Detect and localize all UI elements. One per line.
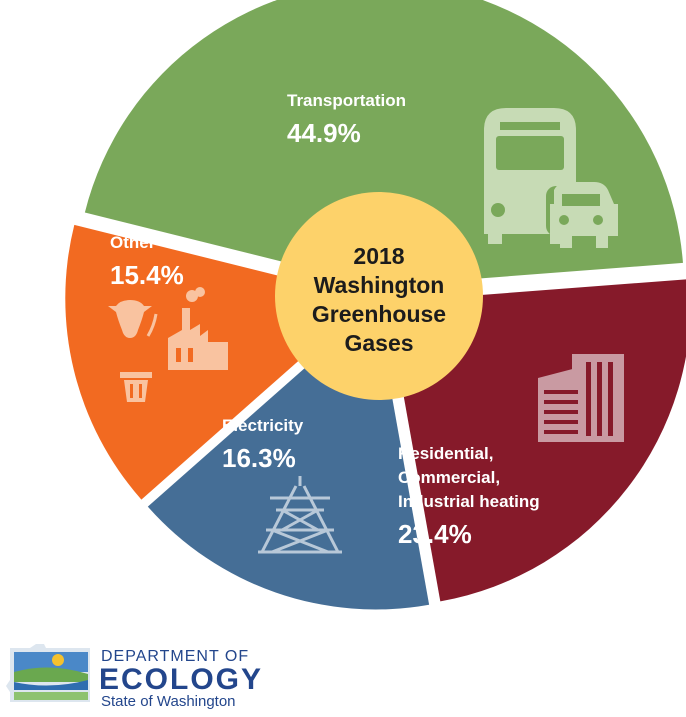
ecology-logo: DEPARTMENT OF ECOLOGY State of Washingto… — [6, 644, 263, 710]
slice-label: Other — [110, 233, 156, 252]
transmission-tower-icon — [258, 476, 342, 554]
slice-label: Transportation — [287, 91, 406, 110]
center-title-line-4: Gases — [344, 330, 413, 356]
center-title: 2018 Washington Greenhouse Gases — [312, 243, 446, 356]
labels-layer: Transportation 44.9% Residential, Commercia… — [110, 91, 540, 549]
slice-value-label: 16.3% — [222, 443, 296, 473]
bus-car-icon — [484, 108, 618, 248]
slice-label: Commercial, — [398, 468, 500, 487]
logo-state-of-washington: State of Washington — [101, 693, 236, 710]
office-building-icon — [538, 354, 624, 442]
center-title-line-1: 2018 — [353, 243, 404, 269]
washington-state-icon — [6, 644, 90, 702]
slice-value-label: 44.9% — [287, 118, 361, 148]
center-disc — [275, 192, 483, 400]
center-title-line-2: Washington — [314, 272, 445, 298]
slice-value-label: 23.4% — [398, 519, 472, 549]
logo-department-of: DEPARTMENT OF — [101, 648, 249, 665]
icons-layer — [108, 108, 624, 554]
slice-label: Electricity — [222, 416, 304, 435]
logo-ecology: ECOLOGY — [99, 663, 263, 696]
slice-label: Industrial heating — [398, 492, 540, 511]
slice-value-label: 15.4% — [110, 260, 184, 290]
slice-label: Residential, — [398, 444, 493, 463]
cow-factory-trash-icon — [108, 287, 228, 402]
center-title-line-3: Greenhouse — [312, 301, 446, 327]
